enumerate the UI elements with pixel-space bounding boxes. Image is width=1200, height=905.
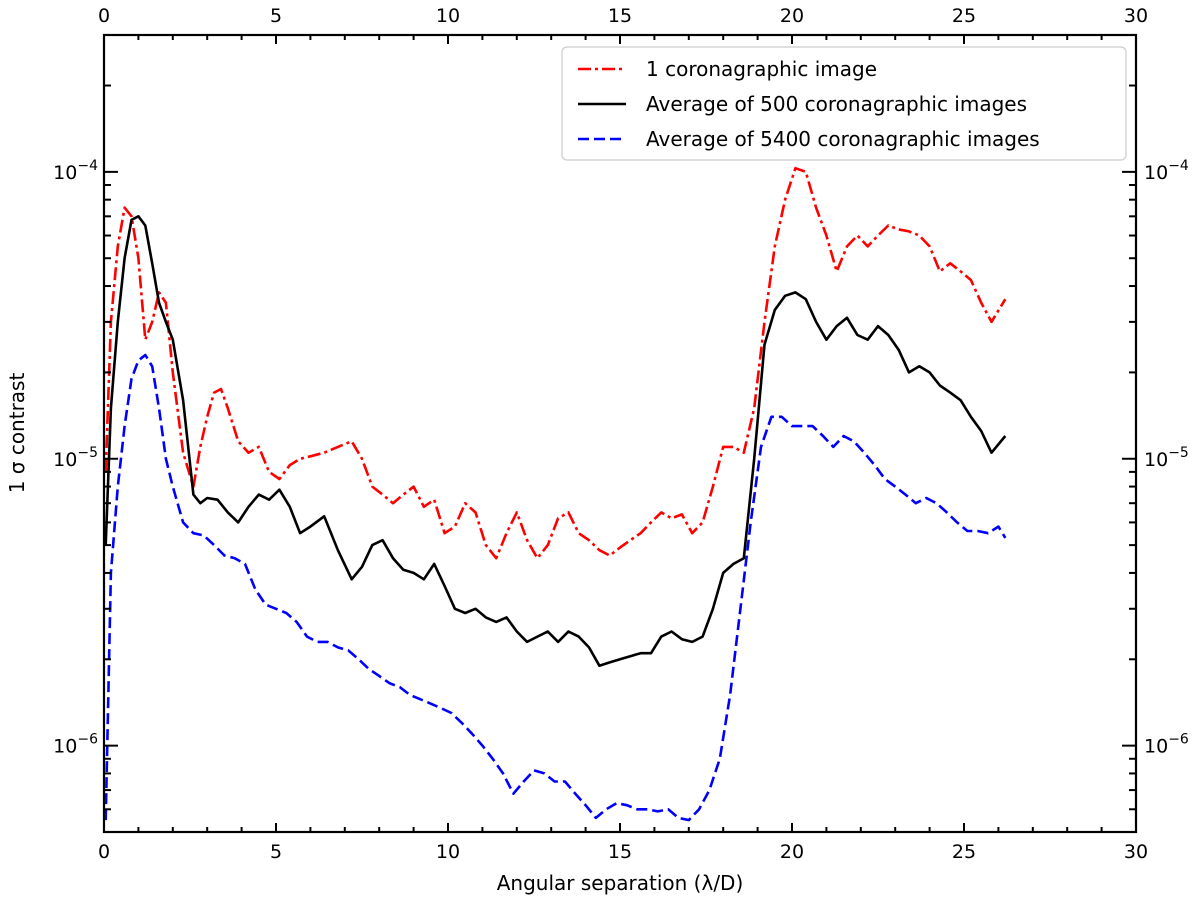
series-line-3	[104, 353, 1007, 822]
legend: 1 coronagraphic image Average of 500 coro…	[561, 46, 1127, 161]
legend-label-3: Average of 5400 coronagraphic images	[646, 127, 1040, 151]
plot-frame	[102, 33, 1138, 834]
x-tick-label-bottom: 10	[436, 841, 460, 863]
x-tick-label-bottom: 15	[608, 841, 632, 863]
x-axis-title: Angular separation (λ/D)	[497, 871, 744, 895]
x-tick-label-top: 25	[952, 5, 976, 27]
y-tick-label-right: 10−6	[1144, 732, 1189, 758]
legend-label-1: 1 coronagraphic image	[646, 57, 877, 81]
x-tick-label-bottom: 0	[98, 841, 110, 863]
y-tick-label-right: 10−4	[1144, 158, 1189, 184]
series-layer	[104, 166, 1007, 822]
y-tick-label-left: 10−6	[53, 732, 98, 758]
x-tick-label-bottom: 30	[1124, 841, 1148, 863]
y-axis-title: 1 σ contrast	[5, 373, 29, 494]
x-tick-label-top: 5	[270, 5, 282, 27]
legend-label-2: Average of 500 coronagraphic images	[646, 92, 1027, 116]
series-line-2	[104, 215, 1007, 668]
x-tick-label-top: 0	[98, 5, 110, 27]
y-tick-label-left: 10−5	[53, 445, 98, 471]
x-tick-label-bottom: 5	[270, 841, 282, 863]
x-tick-label-top: 30	[1124, 5, 1148, 27]
legend-box	[561, 46, 1127, 161]
series-line-1	[104, 166, 1007, 560]
x-tick-label-top: 20	[780, 5, 804, 27]
x-tick-label-top: 10	[436, 5, 460, 27]
x-tick-label-bottom: 25	[952, 841, 976, 863]
y-tick-label-left: 10−4	[53, 158, 98, 184]
x-tick-label-bottom: 20	[780, 841, 804, 863]
y-tick-label-right: 10−5	[1144, 445, 1189, 471]
x-tick-label-top: 15	[608, 5, 632, 27]
